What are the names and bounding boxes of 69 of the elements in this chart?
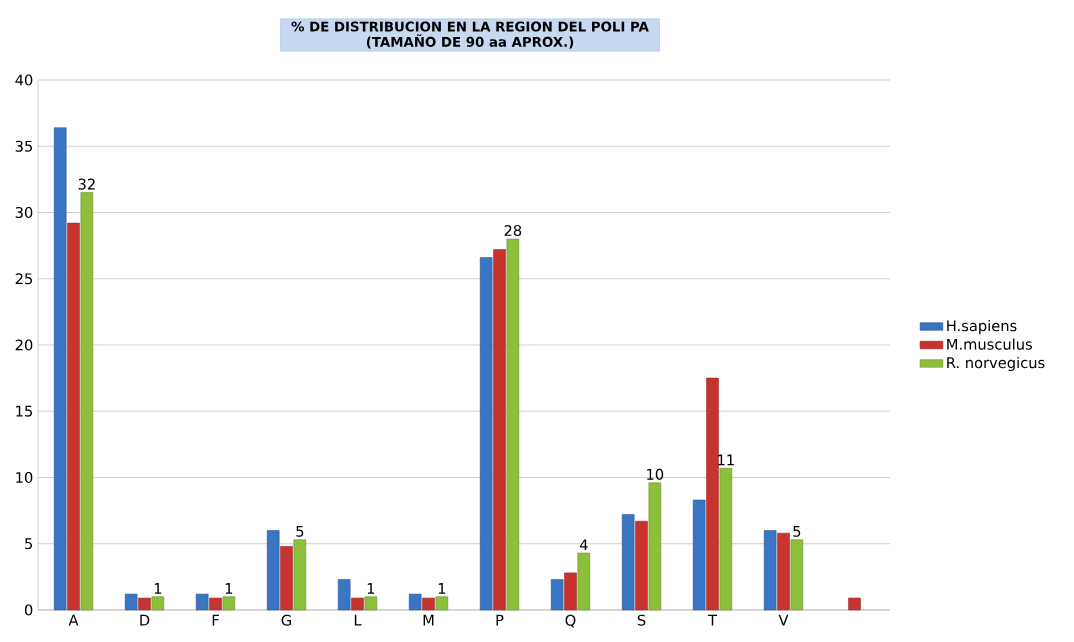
y-tick-label: 40	[15, 74, 33, 86]
y-tick-label: 5	[25, 538, 33, 550]
bar	[364, 596, 378, 611]
chart-title: % DE DISTRIBUCION EN LA REGION DEL POLI PA	[291, 21, 649, 32]
x-tick-label: A	[68, 614, 79, 626]
data-label: 10	[647, 468, 664, 480]
x-tick-label: G	[281, 614, 291, 626]
bar	[209, 597, 222, 611]
y-tick-label: 35	[15, 140, 33, 152]
bar	[293, 539, 307, 611]
bar	[53, 127, 67, 611]
bar	[67, 222, 80, 611]
bar	[777, 532, 790, 611]
bar	[550, 579, 564, 611]
bar	[719, 467, 733, 611]
data-label: 1	[438, 583, 446, 594]
bar	[435, 596, 449, 611]
x-tick-label: S	[637, 614, 646, 626]
bar	[648, 482, 662, 611]
bar	[493, 249, 506, 611]
data-label: 5	[296, 525, 304, 537]
bar	[564, 572, 577, 611]
legend-label: R. norvegicus	[947, 356, 1045, 372]
bar	[422, 597, 435, 611]
bar	[706, 377, 719, 611]
data-label: 32	[78, 178, 95, 190]
bar	[195, 593, 209, 611]
y-tick-label: 0	[24, 604, 33, 616]
x-tick-label: P	[496, 614, 504, 626]
x-tick-label: D	[140, 614, 150, 626]
data-label: 1	[367, 583, 375, 594]
y-tick-label: 15	[16, 405, 33, 417]
bar	[763, 530, 777, 611]
legend-label: H.sapiens	[947, 319, 1017, 335]
y-tick-label: 30	[15, 206, 33, 219]
bar	[266, 530, 280, 611]
y-tick-label: 25	[15, 273, 33, 285]
y-tick-label: 20	[15, 339, 33, 351]
data-label: 28	[504, 224, 522, 237]
bar	[124, 593, 138, 611]
x-tick-label: F	[212, 614, 219, 626]
bar	[337, 579, 351, 611]
bar	[577, 552, 591, 611]
x-tick-label: T	[707, 614, 718, 626]
bar	[80, 192, 94, 611]
data-label: 5	[793, 525, 801, 537]
bar	[790, 539, 804, 611]
x-tick-label: Q	[565, 614, 576, 628]
x-tick-label: V	[778, 614, 789, 626]
bar	[280, 546, 293, 611]
data-label: 1	[225, 583, 233, 594]
x-tick-label: L	[354, 614, 362, 626]
bar	[621, 514, 635, 611]
bar	[138, 597, 151, 611]
bar	[151, 596, 165, 611]
legend-label: M.musculus	[947, 338, 1032, 350]
chart-subtitle: (TAMAÑO DE 90 aa APROX.)	[366, 34, 574, 49]
x-tick-label: M	[423, 614, 434, 626]
y-tick-label: 10	[16, 471, 33, 484]
bar	[848, 597, 861, 611]
bar	[479, 257, 493, 611]
bar	[506, 238, 520, 611]
bar	[222, 596, 236, 611]
data-label: 4	[579, 539, 588, 551]
bar	[408, 593, 422, 611]
data-label: 1	[154, 583, 162, 594]
bar	[692, 499, 706, 611]
bar	[351, 597, 364, 611]
bar	[635, 520, 648, 611]
